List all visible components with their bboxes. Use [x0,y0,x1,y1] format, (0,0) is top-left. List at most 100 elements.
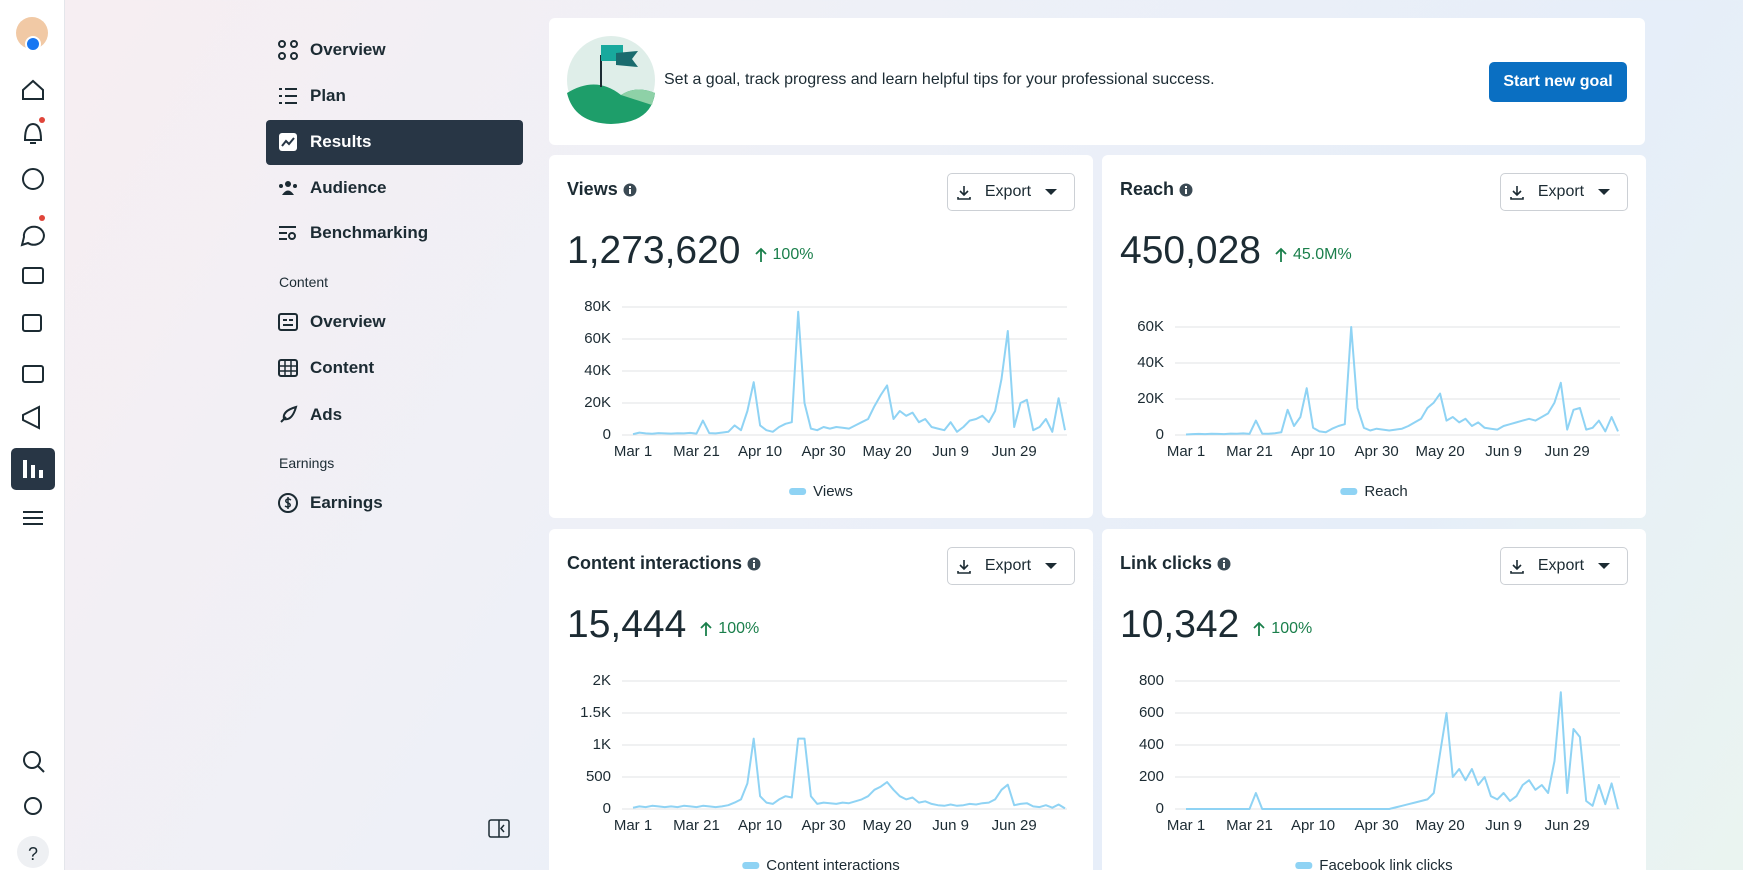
nav-label: Earnings [310,493,383,512]
posts-icon[interactable] [22,314,42,332]
x-tick-label: Jun 29 [992,443,1037,460]
icon [280,405,298,423]
title-text: Content interactions [567,553,743,573]
dropdown-icon [1598,189,1611,195]
x-tick-label: Mar 21 [1226,817,1273,834]
collapse-button[interactable] [488,819,510,839]
icon-rail: ? [0,0,65,870]
chart-card: Link clicks Export 10,342 100% 0 200 400 600 800… [1102,529,1646,870]
nav-content[interactable]: Content [278,348,374,388]
nav-results[interactable]: Results [278,122,371,162]
up-arrow [700,621,712,636]
badge [39,117,45,123]
title-text: Link clicks [1120,553,1213,573]
ads-icon[interactable] [22,405,40,430]
compass-icon[interactable] [22,168,44,190]
stat: 1,273,620 100% [567,229,813,273]
export-button[interactable]: Export [947,547,1075,585]
x-tick-label: Mar 21 [1226,443,1273,460]
rail-icons: ? [11,17,55,868]
x-tick-label: Apr 10 [1291,443,1335,460]
total: 15,444 [567,603,687,646]
legend-label: Facebook link clicks [1319,857,1452,870]
x-tick-label: May 20 [1416,443,1465,460]
y-tick-label: 600 [1139,704,1164,721]
help-label: ? [28,844,38,864]
settings-icon[interactable] [24,797,42,815]
info-icon[interactable] [1212,556,1234,572]
icon [278,40,298,60]
x-tick-label: May 20 [863,443,912,460]
notifications-icon[interactable] [23,122,43,144]
y-tick-label: 60K [1137,318,1164,335]
icon [279,88,297,104]
dropdown-icon [1045,563,1058,569]
legend-label: Views [813,483,853,500]
nav-active [266,120,523,165]
y-tick-label: 2K [593,672,611,689]
nav-label: Plan [310,86,346,105]
title-text: Views [567,179,618,199]
nav-label: Audience [310,178,387,197]
icon [279,133,297,151]
up-arrow [1253,621,1265,636]
export-button[interactable]: Export [947,173,1075,211]
search-icon-handle [37,765,45,773]
up-arrow [1275,247,1287,262]
export-button[interactable]: Export [1500,547,1628,585]
export-button[interactable]: Export [1500,173,1628,211]
info-icon[interactable] [618,182,640,198]
series-line [1186,691,1619,810]
icon [278,359,298,377]
y-tick-label: 1.5K [580,704,611,721]
nav-label: Content [310,358,375,377]
nav-audience[interactable]: Audience [278,168,387,208]
menu-icon[interactable] [23,511,43,525]
download-icon [1510,560,1524,574]
export-label: Export [1537,557,1585,574]
facebook-badge [25,36,41,52]
x-tick-label: Apr 30 [801,443,845,460]
chart-card: Content interactions Export 15,444 100% 0 500… [549,529,1093,870]
home-icon[interactable] [22,79,44,100]
x-tick-label: Mar 1 [614,817,652,834]
search-icon[interactable] [23,751,41,769]
series-line [1185,326,1619,436]
plot: 0 20K 40K 60K Mar 1 Mar 21 Apr 10 Apr 30 May 20 J… [1137,318,1620,500]
card-title: Reach [1120,179,1196,200]
nav-overview[interactable]: Overview [278,30,386,70]
download-icon [957,186,971,200]
goal-button[interactable]: Start new goal [1489,62,1627,102]
icon [278,313,298,331]
chart-card: Reach Export 450,028 45.0M% 0 20K 40K 60K Mar 1 M… [1102,155,1646,518]
change-text: 45.0M% [1292,246,1352,263]
profile-icon[interactable] [22,267,44,284]
up-arrow [754,247,767,262]
export-label: Export [984,183,1032,200]
help-button[interactable] [17,836,49,868]
nav-section: Content [279,274,329,290]
nav-ads[interactable]: Ads [278,395,342,435]
change-text: 100% [772,246,814,263]
legend-swatch [789,488,807,495]
x-tick-label: Apr 10 [1291,817,1335,834]
dropdown-icon [1045,189,1058,195]
calendar-icon[interactable] [22,365,44,383]
info-icon[interactable] [742,556,764,572]
change: 100% [700,620,759,638]
nav-earnings[interactable]: Earnings [278,483,383,523]
plot: 0 500 1K 1.5K 2K Mar 1 Mar 21 Apr 10 Apr 30 May 2… [580,672,1067,870]
change: 100% [1253,620,1312,638]
nav-content-overview[interactable]: Overview [278,302,386,342]
y-tick-label: 80K [584,298,611,315]
messages-icon[interactable] [20,225,45,247]
download-icon [1510,186,1524,200]
stat: 10,342 100% [1120,603,1312,647]
y-tick-label: 40K [1137,354,1164,371]
x-tick-label: Jun 29 [1545,443,1590,460]
card-title: Content interactions [567,553,764,574]
info-icon[interactable] [1174,182,1196,198]
nav-benchmarking[interactable]: Benchmarking [278,213,428,253]
nav-plan[interactable]: Plan [278,76,346,116]
x-tick-label: May 20 [863,817,912,834]
